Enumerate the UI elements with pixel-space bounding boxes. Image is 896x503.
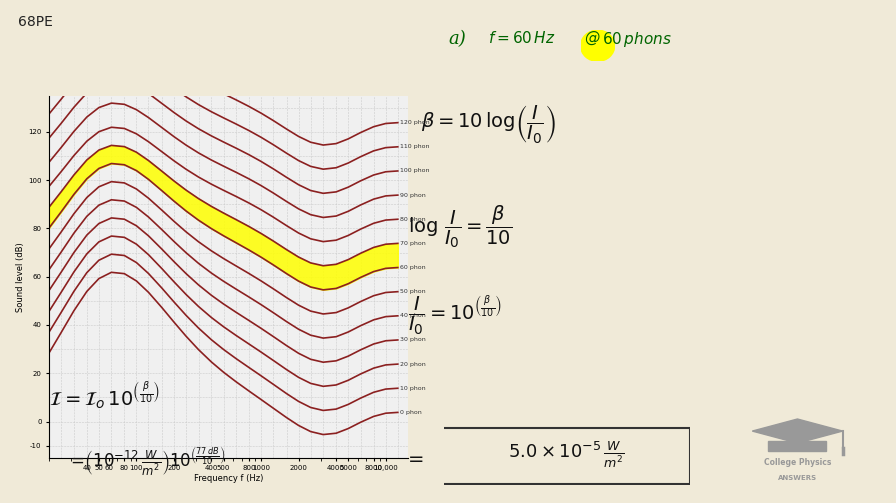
Text: $60\,phons$: $60\,phons$ [602, 30, 672, 49]
Text: $\dfrac{I}{I_0} = 10^{\left(\frac{\beta}{10}\right)}$: $\dfrac{I}{I_0} = 10^{\left(\frac{\beta}… [408, 294, 502, 338]
Text: 68PE: 68PE [18, 15, 53, 29]
Text: 90 phon: 90 phon [400, 193, 426, 198]
Text: 20 phon: 20 phon [400, 362, 426, 367]
Text: 80 phon: 80 phon [400, 217, 426, 222]
Text: 0 phon: 0 phon [400, 410, 422, 415]
Text: 50 phon: 50 phon [400, 289, 426, 294]
Text: @: @ [584, 30, 599, 45]
Text: ANSWERS: ANSWERS [778, 475, 817, 481]
Text: 100 phon: 100 phon [400, 169, 429, 174]
Text: $\mathcal{I} = \mathcal{I}_o\,10^{\left(\frac{\beta}{10}\right)}$: $\mathcal{I} = \mathcal{I}_o\,10^{\left(… [49, 380, 160, 411]
Text: 110 phon: 110 phon [400, 144, 429, 149]
Text: 30 phon: 30 phon [400, 338, 426, 343]
Text: 60 phon: 60 phon [400, 265, 426, 270]
Text: $5.0 \times 10^{-5}\,\frac{W}{m^2}$: $5.0 \times 10^{-5}\,\frac{W}{m^2}$ [508, 440, 625, 470]
Text: 40 phon: 40 phon [400, 313, 426, 318]
Text: 120 phon: 120 phon [400, 120, 429, 125]
FancyBboxPatch shape [769, 441, 826, 452]
Text: 70 phon: 70 phon [400, 241, 426, 246]
Text: $=\!\left(10^{-12}\,\frac{W}{m^2}\right)10^{\left(\frac{77\,dB}{10}\right)}$: $=\!\left(10^{-12}\,\frac{W}{m^2}\right)… [67, 445, 226, 478]
Text: $\log\,\dfrac{I}{I_0} = \dfrac{\beta}{10}$: $\log\,\dfrac{I}{I_0} = \dfrac{\beta}{10… [408, 204, 512, 250]
Ellipse shape [581, 30, 615, 61]
Y-axis label: Sound level (dB): Sound level (dB) [16, 242, 25, 311]
Text: a): a) [448, 30, 466, 48]
Text: 10 phon: 10 phon [400, 386, 426, 391]
Text: =: = [408, 450, 424, 469]
Text: College Physics: College Physics [763, 458, 831, 467]
Text: $\beta = 10\,\log\!\left(\dfrac{I}{I_0}\right)$: $\beta = 10\,\log\!\left(\dfrac{I}{I_0}\… [421, 103, 556, 145]
X-axis label: Frequency f (Hz): Frequency f (Hz) [194, 474, 263, 483]
FancyBboxPatch shape [441, 428, 690, 483]
Polygon shape [753, 419, 842, 443]
Text: $f = 60\,Hz$: $f = 60\,Hz$ [488, 30, 556, 46]
